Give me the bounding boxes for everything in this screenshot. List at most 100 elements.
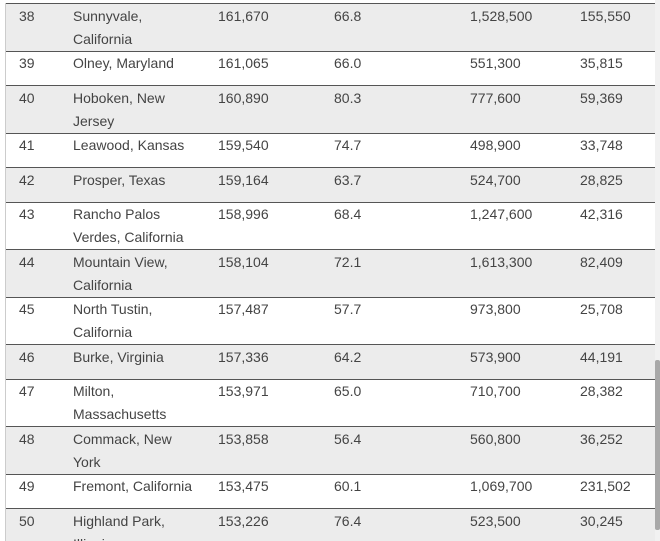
cell-text: 153,858 <box>218 430 269 447</box>
cell-income: 159,164 <box>218 167 334 203</box>
cell-text: 74.7 <box>334 137 362 153</box>
cell-income: 158,104 <box>218 249 334 298</box>
cell-text: Mountain View, California <box>73 253 168 293</box>
cell-text: 45 <box>19 301 35 317</box>
cell-text: 30,245 <box>580 512 623 529</box>
cell-rank: 40 <box>6 85 73 134</box>
cell-text: 64.2 <box>334 348 362 365</box>
cell-text: Fremont, California <box>73 478 193 494</box>
cell-population: 231,502 <box>580 474 655 509</box>
cell-text: 28,382 <box>580 383 623 399</box>
cell-city: Commack, New York <box>73 426 218 475</box>
cell-text: 973,800 <box>470 301 521 317</box>
cell-income: 160,890 <box>218 85 334 134</box>
cell-home-value: 498,900 <box>470 133 580 168</box>
cell-text: Milton, Massachusetts <box>73 383 167 422</box>
cell-text: Commack, New York <box>73 430 172 470</box>
cell-rank: 43 <box>6 202 73 250</box>
cell-text: 63.7 <box>334 171 362 188</box>
cell-text: 57.7 <box>334 301 362 317</box>
cell-city: Rancho Palos Verdes, California <box>73 202 218 250</box>
cell-home-value: 1,528,500 <box>470 3 580 52</box>
cell-text: 44 <box>19 253 35 270</box>
cell-text: 777,600 <box>470 89 521 106</box>
cell-city: Olney, Maryland <box>73 51 218 86</box>
table-row: 44 Mountain View, California 158,104 72.1 1,… <box>6 249 655 298</box>
cell-text: 66.0 <box>334 55 362 71</box>
cell-text: Hoboken, New Jersey <box>73 89 165 129</box>
cell-text: 1,247,600 <box>470 206 533 222</box>
cell-text: 157,487 <box>218 301 269 317</box>
cell-income: 161,065 <box>218 51 334 86</box>
cell-percent: 57.7 <box>334 297 470 345</box>
cell-home-value: 1,613,300 <box>470 249 580 298</box>
cell-city: Milton, Massachusetts <box>73 379 218 427</box>
cell-text: 48 <box>19 430 35 447</box>
cell-rank: 48 <box>6 426 73 475</box>
cell-text: 39 <box>19 55 35 71</box>
cell-income: 157,487 <box>218 297 334 345</box>
cell-income: 153,858 <box>218 426 334 475</box>
cell-rank: 42 <box>6 167 73 203</box>
cell-text: Olney, Maryland <box>73 55 174 71</box>
cell-text: Prosper, Texas <box>73 171 166 188</box>
cell-rank: 44 <box>6 249 73 298</box>
cell-home-value: 777,600 <box>470 85 580 134</box>
cell-home-value: 523,500 <box>470 508 580 541</box>
cell-percent: 63.7 <box>334 167 470 203</box>
cell-population: 36,252 <box>580 426 655 475</box>
cell-population: 28,825 <box>580 167 655 203</box>
cell-city: Prosper, Texas <box>73 167 218 203</box>
cell-text: 60.1 <box>334 478 362 494</box>
table-container: 38 Sunnyvale, California 161,670 66.8 1,528,… <box>5 3 655 541</box>
cell-text: 160,890 <box>218 89 269 106</box>
cell-rank: 38 <box>6 3 73 52</box>
cell-home-value: 524,700 <box>470 167 580 203</box>
cell-income: 158,996 <box>218 202 334 250</box>
cell-text: 158,104 <box>218 253 269 270</box>
table-row: 38 Sunnyvale, California 161,670 66.8 1,528,… <box>6 3 655 52</box>
cell-city: Leawood, Kansas <box>73 133 218 168</box>
cell-population: 155,550 <box>580 3 655 52</box>
cell-text: 43 <box>19 206 35 222</box>
cell-text: 153,475 <box>218 478 269 494</box>
cell-percent: 60.1 <box>334 474 470 509</box>
cell-percent: 72.1 <box>334 249 470 298</box>
cell-population: 33,748 <box>580 133 655 168</box>
cell-income: 153,475 <box>218 474 334 509</box>
cell-income: 159,540 <box>218 133 334 168</box>
cell-income: 157,336 <box>218 344 334 380</box>
cell-text: 59,369 <box>580 89 623 106</box>
cell-income: 153,971 <box>218 379 334 427</box>
cell-home-value: 560,800 <box>470 426 580 475</box>
cell-text: 159,164 <box>218 171 269 188</box>
table-row: 42 Prosper, Texas 159,164 63.7 524,700 28,825 <box>6 167 655 203</box>
cell-percent: 66.8 <box>334 3 470 52</box>
cell-text: 28,825 <box>580 171 623 188</box>
scrollbar-track[interactable] <box>655 0 660 541</box>
cell-rank: 50 <box>6 508 73 541</box>
cell-text: 153,971 <box>218 383 269 399</box>
cell-text: 65.0 <box>334 383 362 399</box>
cell-text: 524,700 <box>470 171 521 188</box>
cell-text: 1,528,500 <box>470 7 533 24</box>
cell-text: 710,700 <box>470 383 521 399</box>
cell-population: 35,815 <box>580 51 655 86</box>
cell-city: Mountain View, California <box>73 249 218 298</box>
cell-percent: 74.7 <box>334 133 470 168</box>
cell-percent: 66.0 <box>334 51 470 86</box>
cell-text: 153,226 <box>218 512 269 529</box>
cell-city: North Tustin, California <box>73 297 218 345</box>
cell-population: 28,382 <box>580 379 655 427</box>
cell-text: 44,191 <box>580 348 623 365</box>
cell-text: 573,900 <box>470 348 521 365</box>
cell-rank: 41 <box>6 133 73 168</box>
cell-text: Highland Park, Illinois <box>73 512 165 541</box>
table-row: 41 Leawood, Kansas 159,540 74.7 498,900 33,74… <box>6 133 655 168</box>
cell-percent: 64.2 <box>334 344 470 380</box>
cell-population: 42,316 <box>580 202 655 250</box>
scrollbar-thumb[interactable] <box>655 360 660 530</box>
cell-text: 36,252 <box>580 430 623 447</box>
cell-city: Fremont, California <box>73 474 218 509</box>
